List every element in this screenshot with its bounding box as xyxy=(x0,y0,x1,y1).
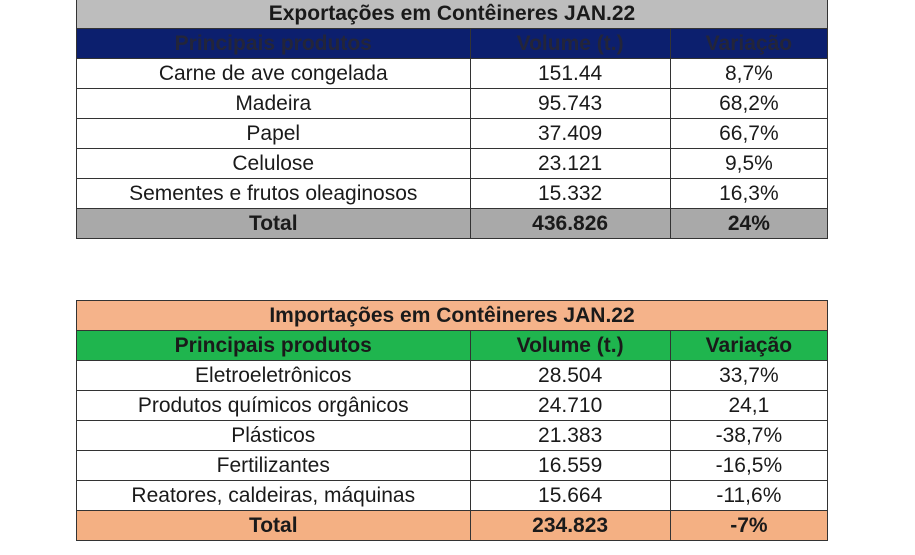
total-variation: -7% xyxy=(669,510,829,541)
product-cell: Fertilizantes xyxy=(76,450,471,481)
volume-cell: 23.121 xyxy=(469,148,671,179)
imports-table: Importações em Contêineres JAN.22 Princi… xyxy=(76,300,829,541)
product-cell: Papel xyxy=(76,118,471,149)
variation-cell: 8,7% xyxy=(669,58,829,89)
volume-cell: 28.504 xyxy=(469,360,671,391)
variation-cell: -16,5% xyxy=(669,450,829,481)
table-row: Produtos químicos orgânicos 24.710 24,1 xyxy=(76,390,829,421)
total-variation: 24% xyxy=(669,208,829,239)
product-cell: Produtos químicos orgânicos xyxy=(76,390,471,421)
exports-table: Exportações em Contêineres JAN.22 Princi… xyxy=(76,0,829,239)
table-row: Fertilizantes 16.559 -16,5% xyxy=(76,450,829,481)
product-cell: Celulose xyxy=(76,148,471,179)
imports-title: Importações em Contêineres JAN.22 xyxy=(76,300,828,331)
table-row: Plásticos 21.383 -38,7% xyxy=(76,420,829,451)
table-row: Eletroeletrônicos 28.504 33,7% xyxy=(76,360,829,391)
product-cell: Reatores, caldeiras, máquinas xyxy=(76,480,471,511)
exports-header-row: Principais produtos Volume (t.) Variação xyxy=(76,28,829,59)
header-product: Principais produtos xyxy=(76,330,471,361)
header-variation: Variação xyxy=(669,28,829,59)
product-cell: Eletroeletrônicos xyxy=(76,360,471,391)
table-row: Sementes e frutos oleaginosos 15.332 16,… xyxy=(76,178,829,209)
volume-cell: 15.332 xyxy=(469,178,671,209)
table-row: Papel 37.409 66,7% xyxy=(76,118,829,149)
table-row: Carne de ave congelada 151.44 8,7% xyxy=(76,58,829,89)
product-cell: Carne de ave congelada xyxy=(76,58,471,89)
volume-cell: 15.664 xyxy=(469,480,671,511)
header-variation: Variação xyxy=(669,330,829,361)
volume-cell: 151.44 xyxy=(469,58,671,89)
variation-cell: 66,7% xyxy=(669,118,829,149)
variation-cell: 9,5% xyxy=(669,148,829,179)
imports-total-row: Total 234.823 -7% xyxy=(76,510,829,541)
product-cell: Sementes e frutos oleaginosos xyxy=(76,178,471,209)
volume-cell: 37.409 xyxy=(469,118,671,149)
table-row: Madeira 95.743 68,2% xyxy=(76,88,829,119)
variation-cell: -11,6% xyxy=(669,480,829,511)
table-row: Celulose 23.121 9,5% xyxy=(76,148,829,179)
total-label: Total xyxy=(76,208,471,239)
volume-cell: 95.743 xyxy=(469,88,671,119)
volume-cell: 21.383 xyxy=(469,420,671,451)
product-cell: Madeira xyxy=(76,88,471,119)
variation-cell: 16,3% xyxy=(669,178,829,209)
exports-total-row: Total 436.826 24% xyxy=(76,208,829,239)
volume-cell: 24.710 xyxy=(469,390,671,421)
table-row: Reatores, caldeiras, máquinas 15.664 -11… xyxy=(76,480,829,511)
total-label: Total xyxy=(76,510,471,541)
exports-title: Exportações em Contêineres JAN.22 xyxy=(76,0,828,29)
variation-cell: -38,7% xyxy=(669,420,829,451)
header-volume: Volume (t.) xyxy=(469,330,671,361)
product-cell: Plásticos xyxy=(76,420,471,451)
variation-cell: 24,1 xyxy=(669,390,829,421)
total-volume: 234.823 xyxy=(469,510,671,541)
volume-cell: 16.559 xyxy=(469,450,671,481)
total-volume: 436.826 xyxy=(469,208,671,239)
imports-header-row: Principais produtos Volume (t.) Variação xyxy=(76,330,829,361)
header-product: Principais produtos xyxy=(76,28,471,59)
variation-cell: 33,7% xyxy=(669,360,829,391)
variation-cell: 68,2% xyxy=(669,88,829,119)
header-volume: Volume (t.) xyxy=(469,28,671,59)
